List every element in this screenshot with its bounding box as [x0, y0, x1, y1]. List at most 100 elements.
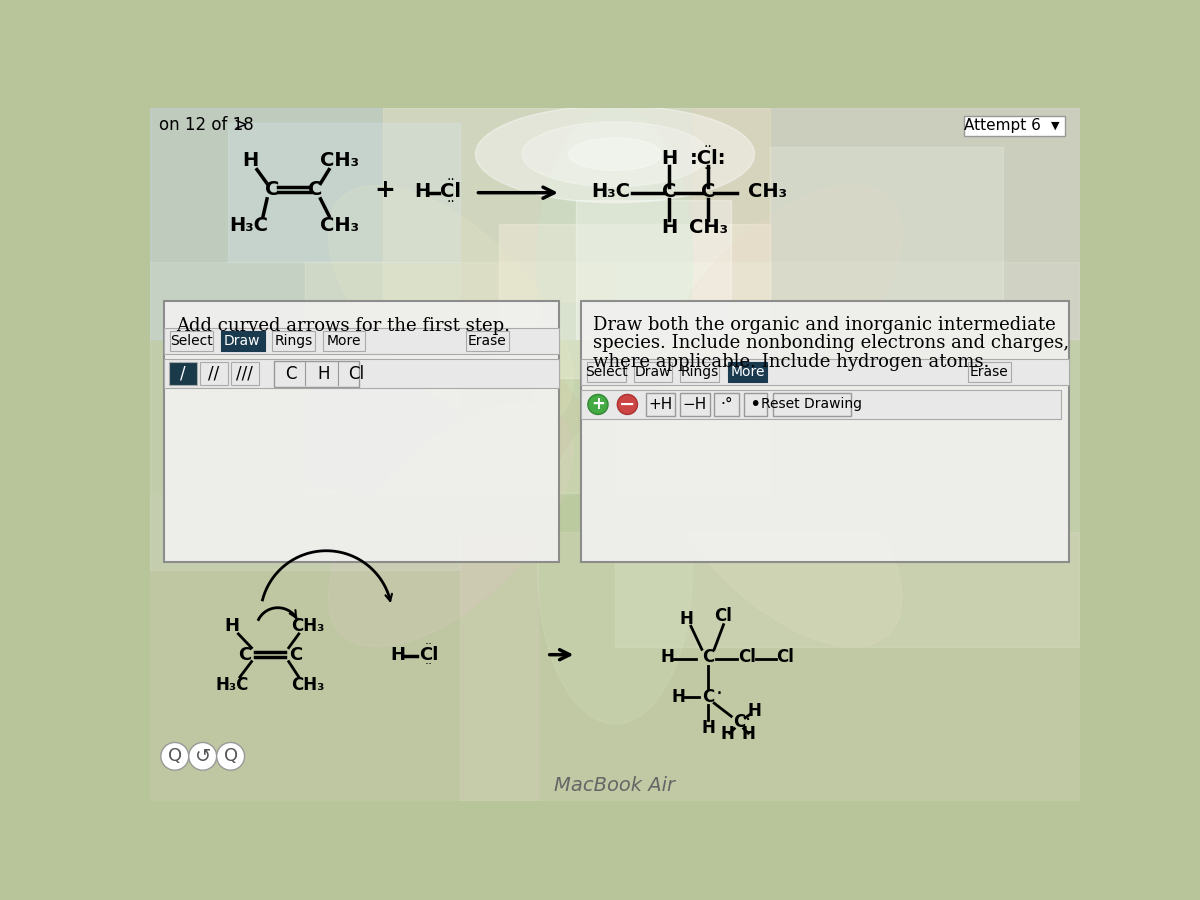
- Bar: [228, 123, 460, 262]
- Text: Erase: Erase: [468, 334, 506, 348]
- Bar: [576, 201, 731, 339]
- Bar: [581, 390, 1062, 419]
- Bar: [150, 108, 1080, 339]
- Bar: [150, 493, 538, 801]
- FancyBboxPatch shape: [728, 362, 767, 382]
- Text: Erase: Erase: [970, 365, 1009, 379]
- Text: H: H: [242, 151, 259, 170]
- Circle shape: [617, 394, 637, 415]
- FancyBboxPatch shape: [168, 362, 197, 385]
- FancyBboxPatch shape: [221, 331, 265, 351]
- Text: H₃C: H₃C: [592, 182, 630, 201]
- Text: +: +: [374, 177, 395, 202]
- FancyBboxPatch shape: [680, 393, 709, 416]
- FancyBboxPatch shape: [274, 361, 359, 387]
- Bar: [770, 147, 1002, 301]
- Text: Rings: Rings: [680, 365, 719, 379]
- Ellipse shape: [569, 138, 661, 170]
- Text: CH₃: CH₃: [689, 218, 727, 237]
- FancyBboxPatch shape: [634, 362, 672, 382]
- FancyBboxPatch shape: [587, 362, 626, 382]
- FancyBboxPatch shape: [968, 362, 1012, 382]
- Ellipse shape: [538, 416, 692, 724]
- Text: ↺: ↺: [194, 747, 211, 766]
- Text: +H: +H: [649, 397, 673, 412]
- Text: H: H: [661, 148, 677, 167]
- Ellipse shape: [328, 403, 574, 646]
- Text: H: H: [748, 702, 762, 720]
- Text: CH₃: CH₃: [320, 151, 359, 170]
- Text: H: H: [661, 648, 674, 666]
- Text: where applicable. Include hydrogen atoms.: where applicable. Include hydrogen atoms…: [593, 353, 990, 371]
- Ellipse shape: [656, 185, 902, 429]
- Text: C: C: [289, 645, 302, 663]
- Text: ··: ··: [425, 638, 433, 652]
- Text: H: H: [742, 725, 755, 743]
- Ellipse shape: [656, 403, 902, 646]
- Text: species. Include nonbonding electrons and charges,: species. Include nonbonding electrons an…: [593, 335, 1069, 353]
- Text: C: C: [733, 714, 745, 732]
- Text: ·: ·: [745, 711, 751, 730]
- Text: H: H: [224, 617, 240, 635]
- Ellipse shape: [692, 339, 1002, 493]
- Ellipse shape: [475, 105, 755, 202]
- Text: H: H: [317, 364, 330, 382]
- Text: C: C: [265, 180, 280, 199]
- Text: Add curved arrows for the first step.: Add curved arrows for the first step.: [176, 318, 510, 336]
- Text: Reset Drawing: Reset Drawing: [761, 398, 863, 411]
- Text: on 12 of 18: on 12 of 18: [160, 116, 254, 134]
- Text: H: H: [701, 719, 715, 737]
- Text: Q: Q: [168, 747, 182, 765]
- FancyBboxPatch shape: [272, 331, 316, 351]
- Text: H₃C: H₃C: [229, 215, 269, 235]
- Circle shape: [217, 742, 245, 770]
- Text: ///: ///: [236, 364, 253, 382]
- Text: C: C: [286, 364, 296, 382]
- Text: C: C: [308, 180, 323, 199]
- Text: ··: ··: [446, 174, 455, 187]
- FancyBboxPatch shape: [466, 331, 509, 351]
- Ellipse shape: [538, 108, 692, 416]
- FancyBboxPatch shape: [646, 393, 676, 416]
- Text: /: /: [180, 364, 185, 382]
- Text: Draw both the organic and inorganic intermediate: Draw both the organic and inorganic inte…: [593, 316, 1056, 334]
- Text: −H: −H: [683, 397, 707, 412]
- Bar: [305, 262, 770, 493]
- FancyBboxPatch shape: [773, 393, 851, 416]
- Text: +: +: [592, 395, 605, 413]
- Bar: [460, 532, 1080, 801]
- FancyBboxPatch shape: [714, 393, 739, 416]
- Text: //: //: [208, 364, 220, 382]
- Text: More: More: [731, 365, 764, 379]
- FancyBboxPatch shape: [199, 362, 228, 385]
- Text: ·°: ·°: [720, 397, 733, 412]
- Bar: [383, 108, 770, 301]
- Text: Cl: Cl: [714, 608, 732, 625]
- Text: H: H: [679, 609, 694, 627]
- Text: Attempt 6: Attempt 6: [964, 118, 1040, 133]
- Bar: [164, 328, 559, 355]
- Text: H: H: [720, 725, 734, 743]
- Text: CH₃: CH₃: [320, 215, 359, 235]
- Text: H: H: [661, 218, 677, 237]
- Text: C: C: [701, 182, 715, 201]
- Circle shape: [588, 394, 608, 415]
- Text: Draw: Draw: [635, 365, 671, 379]
- Text: C: C: [702, 688, 714, 706]
- Bar: [150, 262, 460, 570]
- Text: H: H: [415, 182, 431, 201]
- Bar: [692, 108, 1080, 339]
- Ellipse shape: [328, 185, 574, 429]
- Text: MacBook Air: MacBook Air: [554, 776, 676, 795]
- Text: H: H: [390, 645, 406, 663]
- Text: ··: ··: [446, 195, 455, 209]
- Text: Cl: Cl: [776, 648, 794, 666]
- Text: >: >: [234, 116, 247, 134]
- Text: Cl: Cl: [440, 182, 461, 201]
- Circle shape: [188, 742, 217, 770]
- FancyBboxPatch shape: [964, 116, 1064, 136]
- Text: ▼: ▼: [1051, 121, 1060, 130]
- Text: Cl: Cl: [738, 648, 756, 666]
- Text: Rings: Rings: [275, 334, 312, 348]
- Text: ··: ··: [425, 658, 433, 671]
